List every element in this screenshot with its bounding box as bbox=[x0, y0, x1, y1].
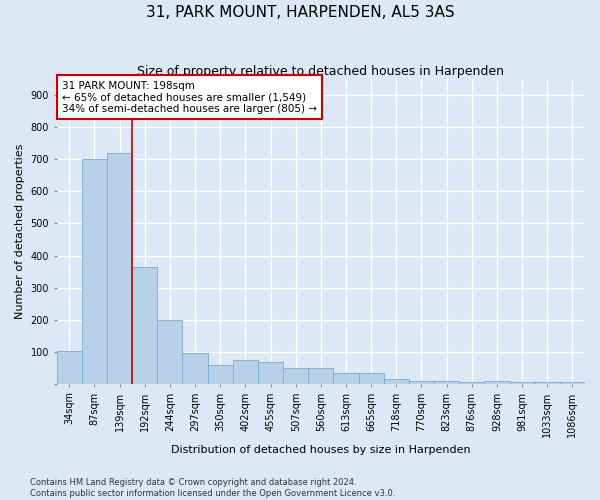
Bar bbox=[359, 372, 384, 384]
Text: 31, PARK MOUNT, HARPENDEN, AL5 3AS: 31, PARK MOUNT, HARPENDEN, AL5 3AS bbox=[146, 5, 454, 20]
Title: Size of property relative to detached houses in Harpenden: Size of property relative to detached ho… bbox=[137, 65, 505, 78]
Bar bbox=[182, 352, 208, 384]
Text: Contains HM Land Registry data © Crown copyright and database right 2024.
Contai: Contains HM Land Registry data © Crown c… bbox=[30, 478, 395, 498]
Bar bbox=[535, 382, 560, 384]
Bar bbox=[308, 368, 334, 384]
Bar bbox=[107, 153, 132, 384]
Bar bbox=[258, 362, 283, 384]
Bar bbox=[384, 379, 409, 384]
Bar bbox=[283, 368, 308, 384]
Bar bbox=[434, 380, 459, 384]
Y-axis label: Number of detached properties: Number of detached properties bbox=[15, 144, 25, 319]
Bar bbox=[484, 380, 509, 384]
Bar bbox=[560, 382, 585, 384]
Bar bbox=[56, 351, 82, 384]
Text: 31 PARK MOUNT: 198sqm
← 65% of detached houses are smaller (1,549)
34% of semi-d: 31 PARK MOUNT: 198sqm ← 65% of detached … bbox=[62, 80, 317, 114]
X-axis label: Distribution of detached houses by size in Harpenden: Distribution of detached houses by size … bbox=[171, 445, 470, 455]
Bar bbox=[409, 380, 434, 384]
Bar bbox=[334, 372, 359, 384]
Bar bbox=[509, 382, 535, 384]
Bar bbox=[132, 266, 157, 384]
Bar bbox=[233, 360, 258, 384]
Bar bbox=[157, 320, 182, 384]
Bar bbox=[82, 160, 107, 384]
Bar bbox=[459, 382, 484, 384]
Bar bbox=[208, 364, 233, 384]
